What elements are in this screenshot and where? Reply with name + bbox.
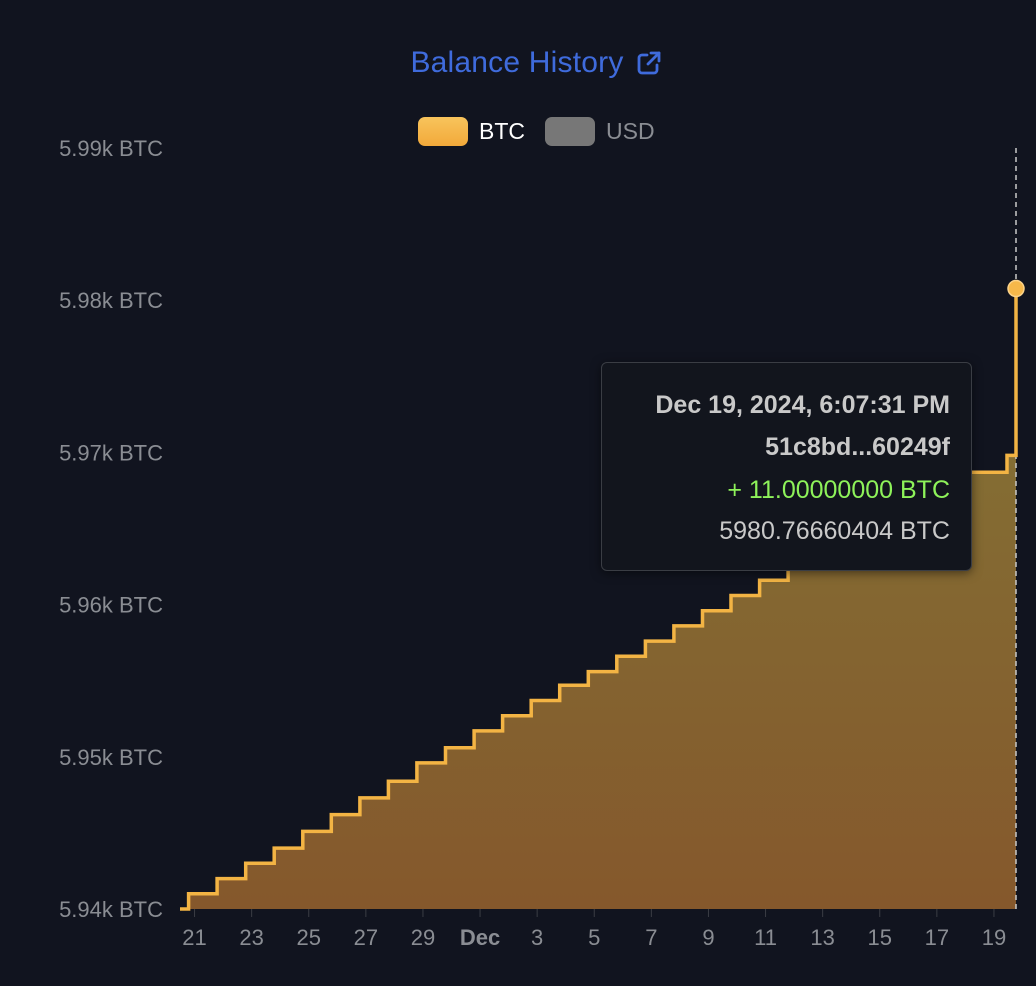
x-tick-label: 9 (702, 925, 714, 950)
x-tick-label: 17 (925, 925, 949, 950)
x-tick-label: 11 (754, 925, 777, 950)
x-tick-label: 19 (982, 925, 1006, 950)
external-link-icon[interactable] (636, 50, 662, 76)
x-tick-label: 25 (297, 925, 321, 950)
legend-label-usd: USD (606, 118, 655, 144)
x-tick-label: 15 (868, 925, 892, 950)
x-tick-label: 5 (588, 925, 600, 950)
y-tick-label: 5.98k BTC (59, 288, 163, 313)
legend-item-usd[interactable]: USD (545, 117, 655, 146)
chart-legend: BTC USD (418, 117, 675, 146)
x-tick-label: Dec (460, 925, 500, 950)
y-tick-label: 5.94k BTC (59, 897, 163, 922)
legend-swatch-usd (545, 117, 595, 146)
y-tick-label: 5.99k BTC (59, 136, 163, 161)
x-tick-label: 29 (411, 925, 435, 950)
y-tick-label: 5.97k BTC (59, 440, 163, 465)
balance-area-fill (180, 288, 1016, 909)
tooltip-tx-hash: 51c8bd...60249f (765, 433, 950, 461)
chart-tooltip: Dec 19, 2024, 6:07:31 PM 51c8bd...60249f… (601, 362, 972, 571)
title-row: Balance History (0, 46, 1036, 80)
x-tick-label: 7 (645, 925, 657, 950)
highlight-point (1007, 279, 1025, 298)
legend-swatch-btc (418, 117, 468, 146)
tooltip-balance: 5980.76660404 BTC (719, 517, 950, 545)
chart-title[interactable]: Balance History (410, 46, 624, 79)
x-tick-label: 21 (182, 925, 206, 950)
tooltip-amount: + 11.00000000 BTC (727, 476, 950, 504)
x-tick-label: 3 (531, 925, 543, 950)
x-tick-label: 27 (354, 925, 378, 950)
legend-label-btc: BTC (479, 118, 525, 144)
y-tick-label: 5.95k BTC (59, 745, 163, 770)
y-tick-label: 5.96k BTC (59, 593, 163, 618)
legend-item-btc[interactable]: BTC (418, 117, 525, 146)
x-tick-label: 13 (810, 925, 834, 950)
x-tick-label: 23 (239, 925, 263, 950)
tooltip-date: Dec 19, 2024, 6:07:31 PM (655, 391, 950, 419)
